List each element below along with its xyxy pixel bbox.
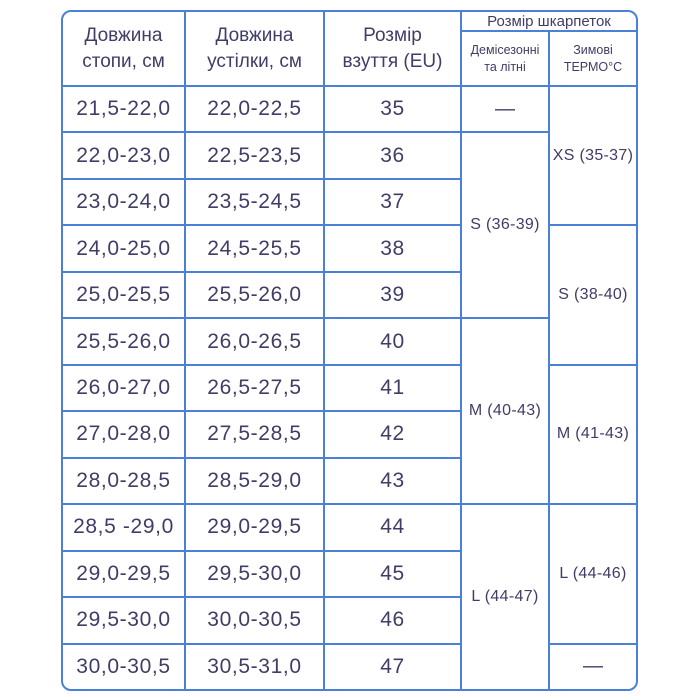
cell-eu-45: 45: [325, 551, 460, 597]
shoe-sock-size-table: Довжина стопи, см Довжина устілки, см Ро…: [61, 10, 638, 691]
cell-thermo-l-44-46: L (44-46): [550, 505, 636, 643]
cell-foot-36: 22,0-23,0: [63, 133, 184, 178]
cell-insole-41: 26,5-27,5: [186, 365, 323, 411]
cell-insole-43: 28,5-29,0: [186, 458, 323, 504]
cell-thermo-m-41-43: M (41-43): [550, 365, 636, 504]
cell-insole-36: 22,5-23,5: [186, 133, 323, 178]
cell-eu-39: 39: [325, 272, 460, 318]
header-insole-length: Довжина устілки, см: [186, 12, 323, 85]
cell-foot-40: 25,5-26,0: [63, 319, 184, 364]
cell-insole-46: 30,0-30,5: [186, 598, 323, 643]
cell-eu-35: 35: [325, 87, 460, 132]
cell-demi-s-36-39: S (36-39): [462, 133, 548, 318]
cell-thermo-none-47: —: [550, 644, 636, 689]
cell-eu-42: 42: [325, 412, 460, 457]
cell-thermo-xs-35-37: XS (35-37): [550, 87, 636, 225]
cell-insole-45: 29,5-30,0: [186, 551, 323, 597]
header-sock-size-group: Розмір шкарпеток: [462, 12, 636, 30]
cell-foot-42: 27,0-28,0: [63, 412, 184, 457]
cell-foot-39: 25,0-25,5: [63, 272, 184, 318]
cell-foot-37: 23,0-24,0: [63, 179, 184, 225]
cell-insole-40: 26,0-26,5: [186, 319, 323, 364]
header-sock-thermo: Зимові ТЕРМО°С: [550, 32, 636, 85]
cell-foot-38: 24,0-25,0: [63, 226, 184, 271]
header-shoe-size-eu: Розмір взуття (EU): [325, 12, 460, 85]
header-foot-length: Довжина стопи, см: [63, 12, 184, 85]
cell-insole-38: 24,5-25,5: [186, 226, 323, 271]
cell-eu-41: 41: [325, 365, 460, 411]
cell-foot-46: 29,5-30,0: [63, 598, 184, 643]
cell-thermo-s-38-40: S (38-40): [550, 226, 636, 364]
header-sock-demi: Демісезонні та літні: [462, 32, 548, 85]
cell-insole-44: 29,0-29,5: [186, 505, 323, 550]
cell-demi-l-44-47: L (44-47): [462, 505, 548, 689]
cell-insole-39: 25,5-26,0: [186, 272, 323, 318]
cell-foot-47: 30,0-30,5: [63, 644, 184, 689]
cell-foot-44: 28,5 -29,0: [63, 505, 184, 550]
cell-eu-38: 38: [325, 226, 460, 271]
cell-foot-43: 28,0-28,5: [63, 458, 184, 504]
cell-eu-47: 47: [325, 644, 460, 689]
cell-demi-none-35: —: [462, 87, 548, 132]
cell-eu-46: 46: [325, 598, 460, 643]
cell-foot-45: 29,0-29,5: [63, 551, 184, 597]
cell-eu-36: 36: [325, 133, 460, 178]
cell-eu-40: 40: [325, 319, 460, 364]
cell-foot-35: 21,5-22,0: [63, 87, 184, 132]
cell-insole-37: 23,5-24,5: [186, 179, 323, 225]
cell-eu-44: 44: [325, 505, 460, 550]
cell-eu-43: 43: [325, 458, 460, 504]
cell-insole-47: 30,5-31,0: [186, 644, 323, 689]
cell-foot-41: 26,0-27,0: [63, 365, 184, 411]
cell-insole-42: 27,5-28,5: [186, 412, 323, 457]
cell-eu-37: 37: [325, 179, 460, 225]
cell-insole-35: 22,0-22,5: [186, 87, 323, 132]
cell-demi-m-40-43: M (40-43): [462, 319, 548, 504]
